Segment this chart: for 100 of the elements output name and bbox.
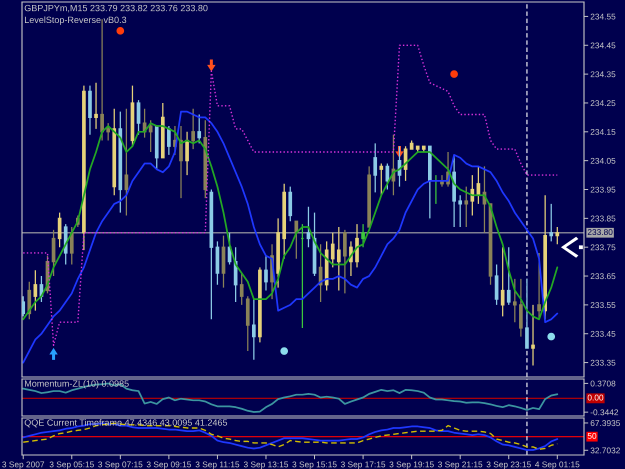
candlestick: [367, 166, 371, 228]
candlestick: [494, 264, 498, 306]
candlestick: [288, 186, 292, 222]
candlestick: [525, 278, 529, 349]
y-tick-label: 233.45: [590, 330, 616, 337]
x-tick-label: 3 Sep 23:15: [486, 461, 531, 469]
candlestick: [330, 232, 335, 268]
candlestick: [276, 218, 280, 288]
y-tick-label: 233.85: [590, 216, 616, 222]
candlestick: [464, 186, 468, 228]
candlestick: [312, 212, 316, 277]
x-tick-label: 3 Sep 13:15: [244, 461, 288, 469]
candlestick: [222, 235, 226, 288]
candlestick: [40, 275, 44, 303]
y-tick-label: 234.35: [590, 71, 616, 78]
x-tick-label: 3 Sep 21:15: [438, 461, 482, 469]
candlestick: [386, 162, 390, 190]
x-tick-label: 3 Sep 07:15: [98, 461, 142, 469]
candlestick: [167, 125, 171, 156]
candlestick: [191, 108, 195, 150]
candlestick: [410, 140, 414, 150]
candlestick: [318, 244, 322, 303]
candlestick: [470, 174, 474, 216]
y-tick-label: 233.65: [590, 273, 616, 280]
candlestick: [94, 82, 98, 130]
candlestick: [373, 142, 378, 194]
line-series: [22, 44, 558, 346]
point: [450, 70, 458, 78]
y-tick-label: 234.55: [590, 14, 616, 20]
y-tick-label: -0.3442: [590, 409, 618, 416]
candlestick: [240, 272, 244, 306]
candlestick: [264, 255, 268, 292]
point: [547, 332, 556, 340]
candlestick: [27, 281, 32, 320]
chart-title: GBPJPYm,M15 233.79 233.82 233.76 233.80: [24, 4, 208, 12]
candlestick: [154, 125, 159, 170]
candlestick: [537, 252, 541, 320]
x-tick-label: 3 Sep 17:15: [340, 461, 386, 469]
candlestick: [531, 304, 535, 366]
candlestick: [422, 146, 426, 153]
candlestick: [234, 246, 238, 303]
candlestick: [58, 212, 62, 248]
candlestick: [476, 166, 480, 205]
x-tick-label: 4 Sep 01:15: [535, 461, 580, 469]
candlestick: [416, 146, 420, 153]
y-tick-label: 234.25: [590, 100, 616, 106]
candlestick: [482, 166, 486, 234]
candlestick: [118, 110, 122, 214]
candlestick: [458, 194, 462, 228]
line-series: [22, 110, 558, 364]
line-series: [22, 122, 558, 320]
candlestick: [398, 146, 402, 188]
candlestick: [336, 226, 341, 292]
candlestick: [555, 226, 560, 245]
candlestick: [512, 278, 517, 323]
candlestick: [543, 194, 547, 320]
x-tick-label: 3 Sep 11:15: [196, 461, 240, 469]
y-tick-label: 234.45: [590, 42, 616, 48]
candlestick: [106, 122, 110, 142]
candlestick: [216, 240, 220, 286]
y-tick-label: 234.05: [590, 158, 616, 164]
point: [49, 348, 58, 360]
candlestick: [22, 296, 26, 318]
candlestick: [294, 220, 298, 260]
candlestick: [82, 85, 86, 251]
x-tick-label: 3 Sep 15:15: [292, 461, 337, 469]
text: LevelStop-Reverse vB0.3: [24, 16, 126, 25]
y-tick-label: 67.3935: [590, 420, 620, 426]
y-tick-label: 233.95: [590, 186, 616, 193]
point: [116, 27, 124, 35]
candlestick: [136, 99, 140, 136]
candlestick: [179, 125, 183, 199]
candlestick: [197, 114, 202, 144]
candlestick: [130, 85, 134, 147]
candlestick: [343, 229, 347, 294]
candlestick: [52, 229, 56, 277]
candlestick: [500, 246, 505, 318]
y-tick-label: 233.55: [590, 302, 616, 308]
candlestick: [379, 162, 384, 196]
candlestick: [148, 120, 153, 153]
candlestick: [34, 270, 38, 312]
candlestick: [355, 223, 359, 268]
x-tick-label: 3 Sep 05:15: [50, 461, 94, 469]
ref-line-label: 50: [588, 432, 596, 439]
candlestick: [428, 146, 432, 219]
candlestick: [392, 134, 396, 196]
y-tick-label: 32.7032: [590, 447, 620, 454]
x-tick-label: 3 Sep 09:15: [146, 461, 191, 469]
candlestick: [519, 278, 523, 338]
x-tick-label: 3 Sep 2007: [2, 461, 44, 469]
candlestick: [160, 102, 165, 158]
candlestick: [300, 223, 304, 329]
point: [280, 347, 288, 355]
candlestick: [246, 296, 250, 352]
candlestick: [142, 108, 146, 138]
candlestick: [549, 203, 554, 242]
candlestick: [210, 188, 214, 320]
candlestick: [88, 85, 92, 136]
y-tick-label: 234.15: [590, 129, 616, 135]
candlestick: [124, 108, 128, 216]
